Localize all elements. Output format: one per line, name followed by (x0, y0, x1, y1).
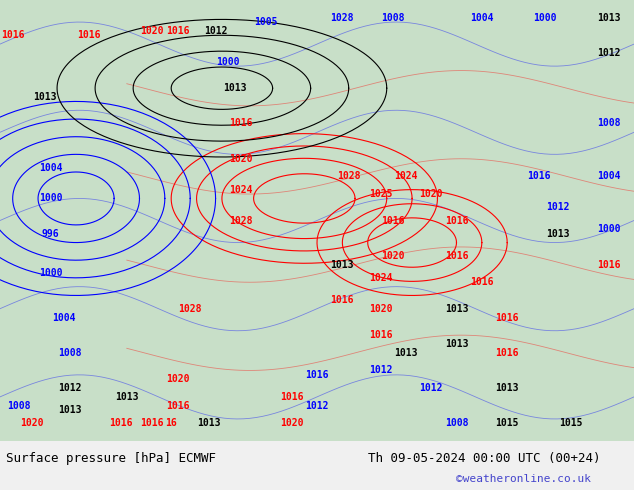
Text: 1028: 1028 (229, 216, 253, 225)
Text: 1012: 1012 (58, 383, 82, 393)
Text: 1008: 1008 (7, 401, 31, 411)
Text: 1013: 1013 (394, 348, 418, 358)
Text: 1016: 1016 (381, 216, 405, 225)
Text: 1016: 1016 (1, 30, 25, 40)
Text: 1013: 1013 (597, 13, 621, 23)
Text: 1024: 1024 (394, 172, 418, 181)
Text: 1013: 1013 (223, 83, 247, 93)
Text: 1004: 1004 (51, 313, 75, 322)
Text: 1012: 1012 (305, 401, 329, 411)
Text: 1024: 1024 (368, 273, 392, 283)
Text: 1016: 1016 (527, 172, 551, 181)
Text: 996: 996 (42, 229, 60, 239)
Text: 1000: 1000 (533, 13, 557, 23)
Text: 1020: 1020 (165, 374, 190, 384)
Text: 1004: 1004 (470, 13, 494, 23)
Text: Surface pressure [hPa] ECMWF: Surface pressure [hPa] ECMWF (6, 452, 216, 465)
Text: ©weatheronline.co.uk: ©weatheronline.co.uk (456, 474, 592, 484)
Text: 1028: 1028 (337, 172, 361, 181)
Text: 1008: 1008 (381, 13, 405, 23)
Text: 1016: 1016 (495, 348, 519, 358)
Text: 1013: 1013 (330, 260, 354, 270)
Text: 1024: 1024 (229, 185, 253, 195)
Text: 1016: 1016 (77, 30, 101, 40)
Text: 1015: 1015 (495, 418, 519, 428)
Text: 1016: 1016 (140, 418, 164, 428)
Text: 1016: 1016 (305, 370, 329, 380)
Text: 1028: 1028 (178, 304, 202, 314)
Text: 1013: 1013 (444, 339, 469, 349)
Text: 1016: 1016 (495, 313, 519, 322)
Text: 1012: 1012 (368, 366, 392, 375)
Text: 1020: 1020 (20, 418, 44, 428)
Text: 1020: 1020 (368, 304, 392, 314)
Text: 1013: 1013 (58, 405, 82, 415)
Text: 1028: 1028 (330, 13, 354, 23)
Text: 1013: 1013 (495, 383, 519, 393)
Text: 1012: 1012 (419, 383, 443, 393)
Text: 1016: 1016 (597, 260, 621, 270)
Text: 1013: 1013 (115, 392, 139, 402)
Text: 1020: 1020 (419, 189, 443, 199)
Text: 1016: 1016 (165, 401, 190, 411)
Text: 1015: 1015 (559, 418, 583, 428)
Text: 16: 16 (165, 418, 177, 428)
Text: 1016: 1016 (470, 277, 494, 287)
Text: 1012: 1012 (546, 202, 570, 212)
Text: 1020: 1020 (280, 418, 304, 428)
Text: 1020: 1020 (140, 26, 164, 36)
Text: 1016: 1016 (444, 216, 469, 225)
Text: 1000: 1000 (216, 57, 240, 67)
Text: 1000: 1000 (39, 194, 63, 203)
Text: 1013: 1013 (197, 418, 221, 428)
Text: 1012: 1012 (204, 26, 228, 36)
Text: 1004: 1004 (597, 172, 621, 181)
Text: 1016: 1016 (108, 418, 133, 428)
Text: 1013: 1013 (32, 92, 56, 102)
Text: 1020: 1020 (229, 154, 253, 164)
Text: 1012: 1012 (597, 48, 621, 58)
Text: 1008: 1008 (444, 418, 469, 428)
Text: 1013: 1013 (546, 229, 570, 239)
Text: Th 09-05-2024 00:00 UTC (00+24): Th 09-05-2024 00:00 UTC (00+24) (368, 452, 600, 465)
Text: 1000: 1000 (39, 269, 63, 278)
Text: 1016: 1016 (368, 330, 392, 340)
Text: 1005: 1005 (254, 17, 278, 27)
Text: 1016: 1016 (330, 295, 354, 305)
Text: 1016: 1016 (229, 119, 253, 128)
Text: 1008: 1008 (58, 348, 82, 358)
Text: 1008: 1008 (597, 119, 621, 128)
Text: 1016: 1016 (165, 26, 190, 36)
Text: 1020: 1020 (381, 251, 405, 261)
Text: 1000: 1000 (597, 224, 621, 234)
Text: 1016: 1016 (444, 251, 469, 261)
Text: 1016: 1016 (280, 392, 304, 402)
Text: 1013: 1013 (444, 304, 469, 314)
Text: 1025: 1025 (368, 189, 392, 199)
Text: 1004: 1004 (39, 163, 63, 172)
